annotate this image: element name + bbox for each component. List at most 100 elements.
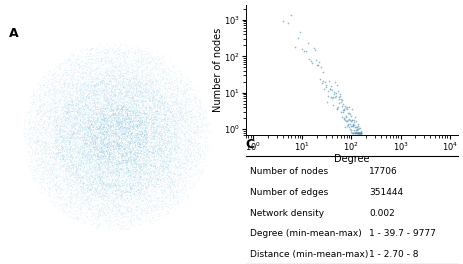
Point: [92, 128, 100, 132]
Point: [74, 137, 81, 141]
Point: [129, 125, 137, 129]
Point: [49, 162, 56, 166]
Point: [158, 157, 165, 161]
Point: [53, 177, 60, 181]
Point: [93, 56, 100, 61]
Point: [135, 174, 143, 178]
Point: [34, 144, 41, 149]
Point: [134, 154, 141, 158]
Point: [63, 70, 70, 75]
Point: [44, 149, 51, 153]
Point: [161, 183, 169, 187]
Point: [174, 96, 181, 100]
Point: [135, 162, 143, 167]
Point: [82, 61, 89, 65]
Point: [103, 88, 111, 93]
Point: [73, 132, 81, 136]
Point: [173, 93, 180, 98]
Point: [116, 209, 123, 213]
Point: [133, 124, 141, 129]
Point: [113, 60, 120, 64]
Point: [62, 120, 69, 124]
Point: [200, 159, 208, 163]
Point: [72, 169, 79, 173]
Point: [166, 95, 174, 100]
Point: [72, 97, 79, 101]
Point: [124, 69, 131, 73]
Point: [137, 57, 144, 61]
Point: [51, 110, 59, 114]
Point: [152, 64, 160, 69]
Point: [173, 151, 180, 155]
Point: [125, 128, 133, 132]
Point: [148, 107, 156, 111]
Point: [100, 98, 107, 102]
Point: [185, 151, 192, 155]
Point: [37, 97, 44, 102]
Point: [171, 147, 179, 151]
Point: [134, 218, 141, 222]
Point: [191, 121, 199, 126]
Point: [106, 101, 113, 105]
Point: [81, 133, 88, 137]
Point: [101, 123, 108, 128]
Point: [113, 114, 120, 118]
Point: [149, 120, 156, 125]
Point: [70, 166, 77, 171]
Point: [75, 55, 82, 59]
Point: [87, 130, 94, 135]
Point: [157, 60, 164, 65]
Point: [127, 127, 135, 131]
Point: [84, 167, 92, 172]
Point: [179, 197, 186, 201]
Point: [127, 139, 134, 144]
Point: [131, 143, 139, 147]
Point: [150, 170, 157, 175]
Point: [344, 119, 351, 123]
Point: [97, 124, 104, 129]
Point: [88, 106, 95, 111]
Point: [109, 120, 116, 124]
Point: [77, 128, 85, 132]
Point: [125, 133, 133, 138]
Point: [129, 131, 136, 135]
Point: [103, 103, 111, 108]
Point: [137, 174, 144, 178]
Point: [110, 166, 118, 170]
Point: [103, 126, 110, 130]
Point: [22, 154, 30, 158]
Point: [70, 165, 78, 169]
Point: [131, 74, 138, 79]
Point: [121, 198, 129, 202]
Point: [33, 96, 40, 101]
Point: [98, 134, 105, 138]
Point: [110, 98, 118, 102]
Point: [113, 205, 120, 209]
Point: [101, 199, 109, 203]
Point: [106, 211, 113, 215]
Point: [162, 119, 169, 123]
Point: [88, 69, 95, 73]
Point: [95, 98, 102, 102]
Point: [118, 171, 125, 175]
Point: [104, 141, 111, 145]
Point: [147, 153, 155, 158]
Point: [72, 96, 80, 100]
Point: [112, 123, 119, 127]
Point: [80, 161, 88, 166]
Point: [102, 135, 110, 139]
Point: [58, 196, 65, 200]
Point: [111, 171, 118, 175]
Point: [178, 112, 185, 116]
Point: [72, 103, 80, 107]
Point: [162, 148, 169, 152]
Point: [207, 131, 214, 135]
Point: [63, 145, 70, 149]
Point: [58, 120, 66, 125]
Point: [176, 175, 183, 180]
Point: [148, 114, 155, 118]
Point: [128, 124, 136, 128]
Point: [128, 138, 136, 142]
Point: [124, 108, 131, 112]
Point: [142, 158, 150, 162]
